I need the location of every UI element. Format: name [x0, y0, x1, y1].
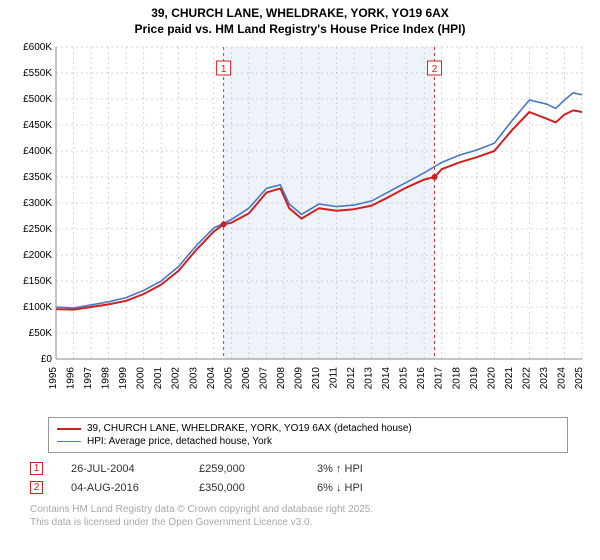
svg-text:2009: 2009	[293, 367, 304, 390]
footer-line-1: Contains HM Land Registry data © Crown c…	[30, 503, 592, 516]
legend-label: HPI: Average price, detached house, York	[87, 436, 272, 447]
marker-pct: 6% ↓ HPI	[317, 482, 407, 494]
svg-text:1999: 1999	[118, 367, 129, 390]
svg-text:2005: 2005	[223, 367, 234, 390]
marker-pct: 3% ↑ HPI	[317, 463, 407, 475]
marker-date: 04-AUG-2016	[71, 482, 171, 494]
title-block: 39, CHURCH LANE, WHELDRAKE, YORK, YO19 6…	[8, 6, 592, 37]
svg-text:2014: 2014	[381, 367, 392, 390]
svg-text:2003: 2003	[188, 367, 199, 390]
title-line-2: Price paid vs. HM Land Registry's House …	[8, 22, 592, 38]
svg-text:£50K: £50K	[29, 328, 53, 339]
svg-text:£350K: £350K	[23, 172, 52, 183]
marker-table: 1 26-JUL-2004 £259,000 3% ↑ HPI 2 04-AUG-2016…	[30, 459, 592, 497]
svg-text:2019: 2019	[469, 367, 480, 390]
svg-text:£200K: £200K	[23, 250, 52, 261]
svg-text:£0: £0	[41, 354, 53, 365]
svg-text:2012: 2012	[346, 367, 357, 390]
svg-text:2022: 2022	[521, 367, 532, 390]
footer-note: Contains HM Land Registry data © Crown c…	[30, 503, 592, 529]
svg-text:£600K: £600K	[23, 42, 52, 53]
svg-text:£450K: £450K	[23, 120, 52, 131]
svg-text:2017: 2017	[434, 367, 445, 390]
svg-text:2002: 2002	[171, 367, 182, 390]
svg-text:2008: 2008	[276, 367, 287, 390]
svg-text:1: 1	[221, 64, 227, 75]
svg-text:£100K: £100K	[23, 302, 52, 313]
svg-text:2021: 2021	[504, 367, 515, 390]
chart: £0 £50K £100K £150K £200K £250K £300K £350K £400…	[8, 41, 588, 411]
svg-text:2004: 2004	[206, 367, 217, 390]
svg-text:£400K: £400K	[23, 146, 52, 157]
chart-container: 39, CHURCH LANE, WHELDRAKE, YORK, YO19 6…	[0, 0, 600, 535]
svg-text:2010: 2010	[311, 367, 322, 390]
legend-row: 39, CHURCH LANE, WHELDRAKE, YORK, YO19 6…	[57, 422, 559, 435]
svg-text:1995: 1995	[48, 367, 59, 390]
footer-line-2: This data is licensed under the Open Gov…	[30, 516, 592, 529]
marker-number: 2	[30, 481, 43, 494]
marker-price: £350,000	[199, 482, 289, 494]
svg-text:2007: 2007	[258, 367, 269, 390]
legend-row: HPI: Average price, detached house, York	[57, 435, 559, 448]
marker-price: £259,000	[199, 463, 289, 475]
legend-swatch	[57, 441, 81, 442]
svg-text:£250K: £250K	[23, 224, 52, 235]
svg-text:1997: 1997	[83, 367, 94, 390]
svg-text:2: 2	[432, 64, 438, 75]
svg-text:2013: 2013	[364, 367, 375, 390]
svg-text:2000: 2000	[136, 367, 147, 390]
svg-text:£550K: £550K	[23, 68, 52, 79]
legend-swatch	[57, 428, 81, 430]
svg-text:2016: 2016	[416, 367, 427, 390]
svg-text:£500K: £500K	[23, 94, 52, 105]
svg-text:1996: 1996	[66, 367, 77, 390]
svg-text:2006: 2006	[241, 367, 252, 390]
legend-label: 39, CHURCH LANE, WHELDRAKE, YORK, YO19 6…	[87, 423, 412, 434]
legend: 39, CHURCH LANE, WHELDRAKE, YORK, YO19 6…	[48, 417, 568, 453]
chart-svg: £0 £50K £100K £150K £200K £250K £300K £350K £400…	[8, 41, 588, 411]
svg-text:2011: 2011	[329, 367, 340, 389]
marker-number: 1	[30, 462, 43, 475]
svg-text:£300K: £300K	[23, 198, 52, 209]
svg-text:2025: 2025	[574, 367, 585, 390]
svg-text:2020: 2020	[486, 367, 497, 390]
title-line-1: 39, CHURCH LANE, WHELDRAKE, YORK, YO19 6…	[8, 6, 592, 22]
svg-text:2015: 2015	[399, 367, 410, 390]
svg-text:2024: 2024	[556, 367, 567, 390]
marker-row: 1 26-JUL-2004 £259,000 3% ↑ HPI	[30, 459, 592, 478]
marker-row: 2 04-AUG-2016 £350,000 6% ↓ HPI	[30, 478, 592, 497]
svg-text:2018: 2018	[451, 367, 462, 390]
svg-text:2023: 2023	[539, 367, 550, 390]
svg-text:2001: 2001	[153, 367, 164, 390]
marker-date: 26-JUL-2004	[71, 463, 171, 475]
svg-text:£150K: £150K	[23, 276, 52, 287]
svg-text:1998: 1998	[101, 367, 112, 390]
